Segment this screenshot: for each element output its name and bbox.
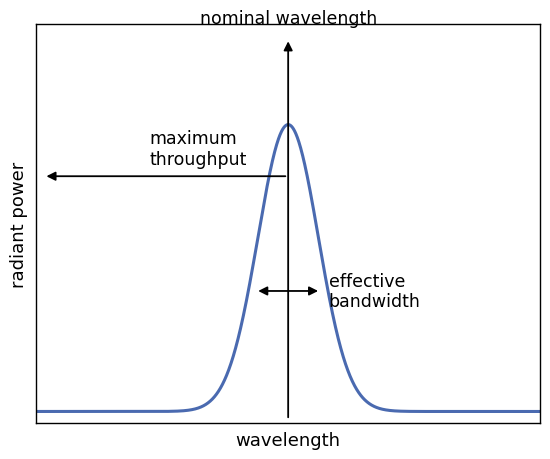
Text: effective
bandwidth: effective bandwidth xyxy=(328,272,420,311)
Y-axis label: radiant power: radiant power xyxy=(10,161,28,287)
Text: maximum
throughput: maximum throughput xyxy=(150,129,247,168)
X-axis label: wavelength: wavelength xyxy=(235,431,340,449)
Text: nominal wavelength: nominal wavelength xyxy=(200,10,377,28)
